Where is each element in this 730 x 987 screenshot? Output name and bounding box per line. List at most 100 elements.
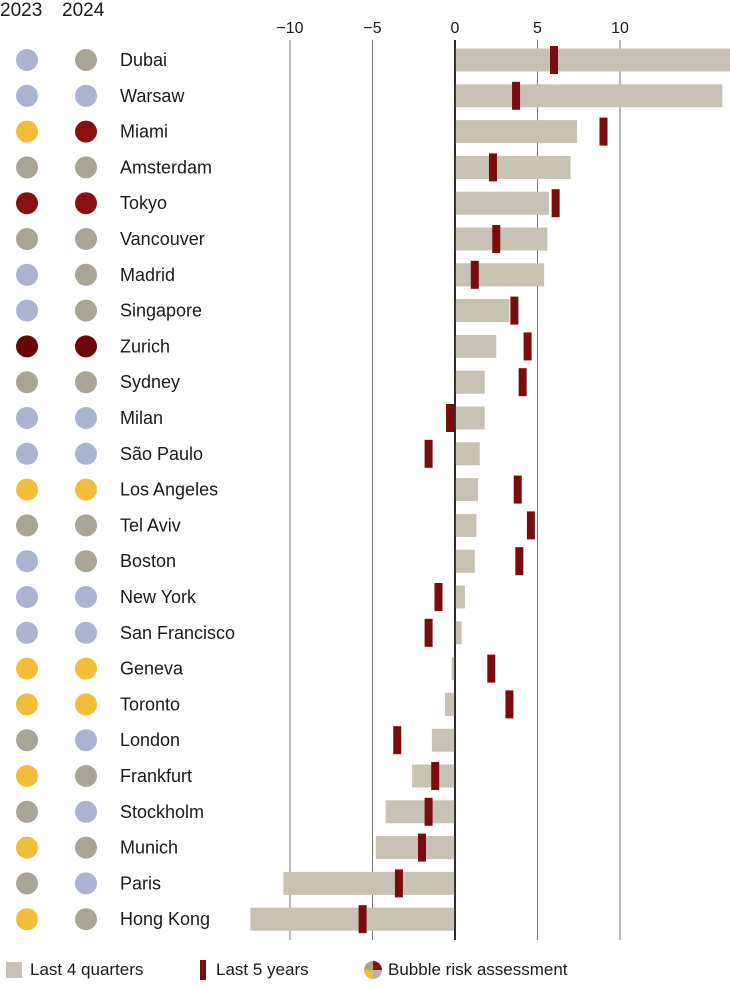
column-header-2024: 2024 [62, 0, 105, 21]
marker [487, 654, 496, 683]
risk-circle-2024 [75, 84, 97, 107]
risk-circle-2024 [75, 442, 97, 465]
marker [424, 618, 433, 647]
marker [512, 81, 521, 110]
marker [599, 117, 608, 146]
risk-circle-2023 [16, 514, 38, 537]
bar [455, 155, 571, 179]
risk-circle-2024 [75, 514, 97, 537]
bar [451, 657, 455, 681]
legend: Last 4 quarters Last 5 years Bubble risk… [0, 960, 730, 987]
marker [488, 153, 497, 182]
risk-circle-2023 [16, 586, 38, 608]
category-label: Los Angeles [120, 480, 218, 500]
risk-circle-2024 [75, 120, 97, 143]
bar [445, 692, 455, 716]
legend-label-markers: Last 5 years [216, 960, 309, 979]
category-label: Munich [120, 838, 178, 858]
risk-circle-2023 [16, 407, 38, 429]
marker [550, 46, 558, 74]
risk-circle-2023 [16, 156, 38, 179]
risk-circle-2024 [75, 335, 97, 358]
bar [455, 299, 510, 323]
pie-icon [364, 961, 382, 979]
risk-circle-2024 [75, 192, 97, 215]
x-tick-label: 0 [451, 20, 460, 37]
marker [470, 260, 479, 289]
category-label: New York [120, 587, 197, 607]
risk-circle-2024 [75, 693, 97, 716]
marker [394, 869, 403, 898]
legend-swatch-marker [200, 960, 206, 980]
category-label: Singapore [120, 301, 202, 321]
risk-circle-2024 [75, 621, 97, 644]
risk-circle-2023 [16, 765, 38, 787]
risk-circle-2024 [75, 872, 97, 895]
risk-circle-2023 [16, 657, 38, 680]
category-label: San Francisco [120, 623, 235, 643]
bar [455, 442, 480, 466]
bar [455, 513, 477, 537]
risk-circle-2023 [16, 621, 38, 644]
risk-circle-2023 [16, 800, 38, 823]
marker [446, 404, 455, 432]
category-label: Boston [120, 551, 176, 571]
risk-circle-2024 [75, 586, 97, 608]
category-label: Toronto [120, 694, 180, 714]
risk-circle-2024 [75, 765, 97, 787]
legend-label-bars: Last 4 quarters [30, 960, 144, 979]
category-label: London [120, 730, 180, 750]
risk-circle-2024 [75, 800, 97, 823]
category-label: Dubai [120, 50, 167, 70]
category-label: Miami [120, 122, 168, 142]
marker [510, 296, 519, 325]
x-tick-label: −10 [276, 20, 303, 37]
category-label: Madrid [120, 265, 175, 285]
bar [455, 478, 479, 502]
legend-item-last-5-years: Last 5 years [200, 960, 309, 980]
category-label: Sydney [120, 372, 180, 392]
category-label: Milan [120, 408, 163, 428]
category-label: Frankfurt [120, 766, 192, 786]
marker [515, 547, 524, 576]
risk-circle-2023 [16, 478, 38, 501]
bar [455, 585, 465, 609]
bar [455, 334, 497, 358]
legend-label-pie: Bubble risk assessment [388, 960, 568, 979]
risk-circle-2023 [16, 49, 38, 71]
risk-circle-2024 [75, 407, 97, 429]
risk-circle-2023 [16, 263, 38, 286]
risk-circle-2023 [16, 371, 38, 394]
category-label: Zurich [120, 336, 170, 356]
risk-circle-2023 [16, 693, 38, 716]
risk-circle-2023 [16, 442, 38, 465]
x-tick-label: 5 [533, 20, 542, 37]
bar [455, 621, 462, 645]
bar [455, 48, 730, 72]
marker [431, 762, 440, 790]
column-header-2023: 2023 [0, 0, 43, 21]
bar [455, 84, 723, 108]
risk-circle-2023 [16, 299, 38, 322]
bar [455, 263, 545, 287]
risk-circle-2023 [16, 192, 38, 215]
category-label: Stockholm [120, 802, 204, 822]
marker [492, 225, 501, 253]
legend-swatch-bar [6, 962, 22, 978]
risk-circle-2024 [75, 478, 97, 501]
bar [455, 549, 475, 573]
bar [385, 800, 455, 824]
risk-circle-2024 [75, 263, 97, 286]
marker [358, 905, 367, 934]
risk-circle-2024 [75, 228, 97, 250]
bar [455, 406, 485, 430]
bar [455, 227, 548, 251]
risk-circle-2023 [16, 84, 38, 107]
category-label: Amsterdam [120, 157, 212, 177]
bar [375, 836, 455, 860]
marker [526, 511, 535, 540]
category-label: Geneva [120, 659, 184, 679]
category-label: Hong Kong [120, 909, 210, 929]
marker [518, 368, 527, 397]
bar [455, 191, 550, 215]
